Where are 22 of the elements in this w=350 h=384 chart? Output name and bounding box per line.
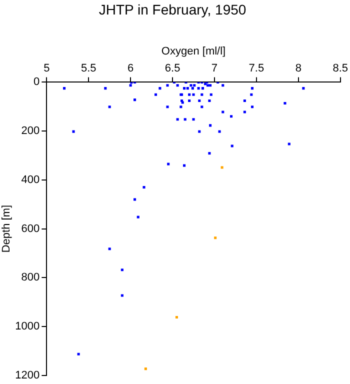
x-tick-label: 7	[211, 62, 218, 75]
x-tick-label: 5.5	[80, 62, 96, 75]
x-tick-label: 8.5	[332, 62, 348, 75]
x-tick-label: 6	[128, 62, 134, 75]
chart-title: JHTP in February, 1950	[98, 1, 246, 18]
y-tick-label: 400	[21, 174, 40, 186]
point	[220, 166, 224, 169]
x-tick-label: 6.5	[164, 62, 180, 75]
x-tick-label: 7.5	[248, 62, 264, 75]
point	[214, 236, 217, 240]
point	[144, 368, 147, 370]
y-tick-label: 0	[34, 76, 40, 88]
x-tick-label: 8	[295, 62, 302, 75]
y-tick-label: 1200	[15, 369, 40, 382]
y-tick-label: 600	[21, 222, 40, 235]
y-axis-title: Depth [m]	[0, 204, 13, 253]
y-tick-label: 1000	[15, 320, 40, 333]
point	[175, 316, 178, 319]
x-axis-title: Oxygen [ml/l]	[161, 45, 226, 58]
y-tick-label: 800	[21, 272, 40, 284]
y-tick-label: 200	[21, 125, 40, 138]
x-tick-label: 5	[44, 62, 50, 75]
